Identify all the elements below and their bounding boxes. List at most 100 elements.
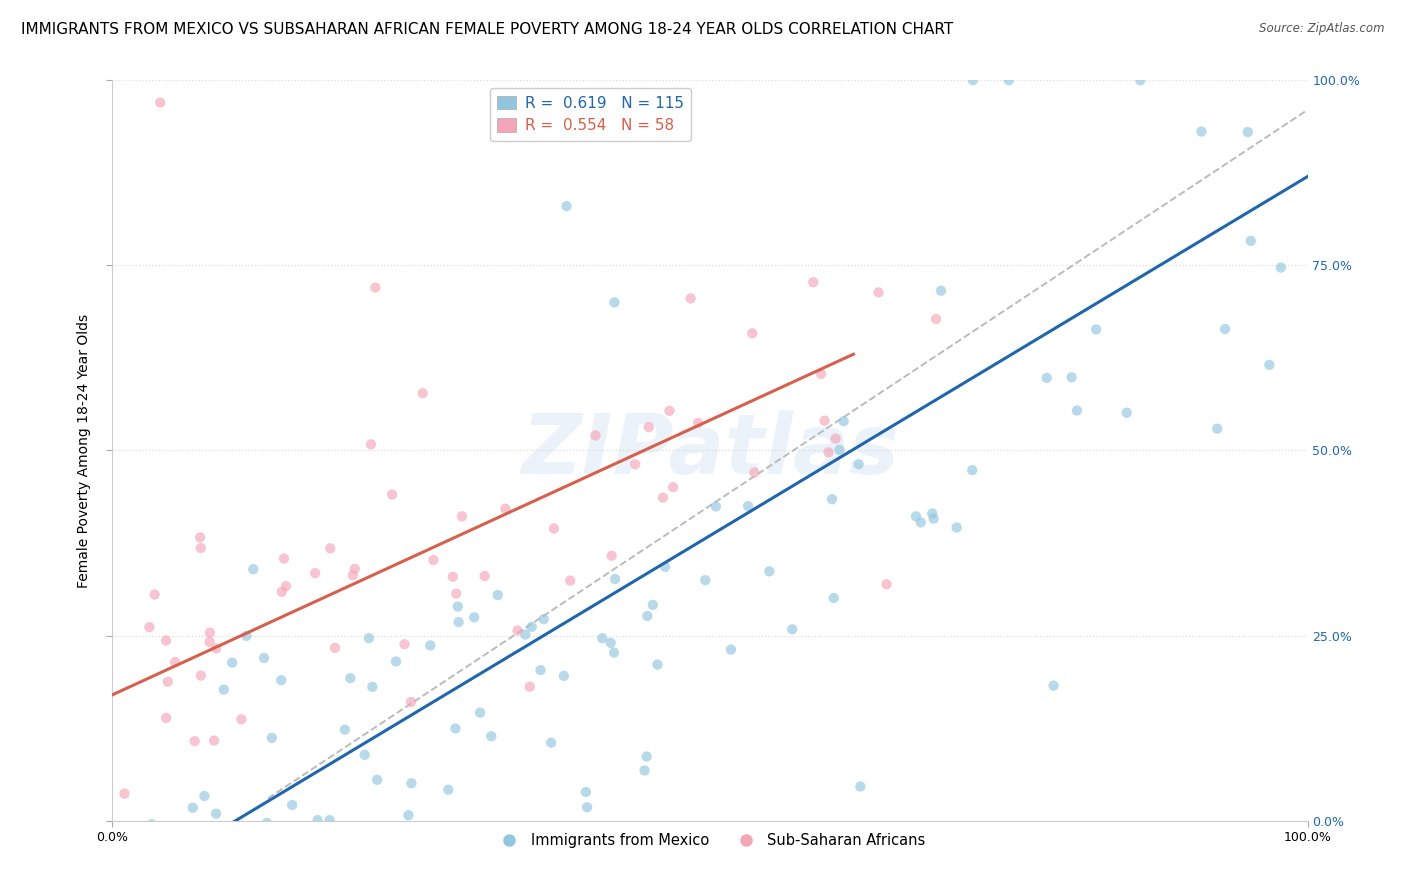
Point (441, 569, 464, 583)
Point (686, 416, 709, 430)
Point (817, 445, 839, 459)
Point (1237, 125, 1260, 139)
Point (591, 632, 613, 646)
Point (1206, 422, 1229, 436)
Point (360, 437, 382, 451)
Point (444, 722, 467, 736)
Point (647, 657, 669, 672)
Point (801, 275, 824, 289)
Point (256, 816, 278, 830)
Point (302, 865, 325, 880)
Point (962, 73, 984, 87)
Point (447, 615, 470, 629)
Point (361, 680, 384, 694)
Point (155, 711, 177, 725)
Text: ZIPatlas: ZIPatlas (522, 410, 898, 491)
Point (479, 729, 502, 743)
Point (149, 95, 172, 110)
Point (575, 785, 598, 799)
Point (468, 706, 491, 720)
Point (813, 414, 835, 428)
Point (339, 671, 361, 685)
Point (624, 458, 647, 472)
Point (1258, 358, 1281, 372)
Point (679, 292, 702, 306)
Point (463, 610, 485, 624)
Point (446, 586, 468, 600)
Point (353, 747, 375, 762)
Point (921, 507, 943, 521)
Point (585, 428, 607, 442)
Point (555, 199, 578, 213)
Point (198, 625, 221, 640)
Point (828, 442, 851, 457)
Point (695, 573, 717, 587)
Point (553, 669, 575, 683)
Point (155, 633, 177, 648)
Point (318, 813, 340, 827)
Point (273, 551, 295, 566)
Point (823, 591, 845, 605)
Point (394, 637, 416, 651)
Point (363, 846, 385, 860)
Point (260, 731, 283, 745)
Point (515, 627, 537, 641)
Point (494, 501, 516, 516)
Point (323, 640, 346, 655)
Point (1085, 322, 1108, 336)
Legend: Immigrants from Mexico, Sub-Saharan Africans: Immigrants from Mexico, Sub-Saharan Afri… (488, 828, 932, 854)
Point (603, 295, 626, 310)
Point (1189, 124, 1212, 138)
Point (307, 813, 329, 827)
Point (741, 326, 763, 341)
Point (398, 808, 420, 822)
Point (737, 499, 759, 513)
Point (520, 620, 543, 634)
Point (519, 680, 541, 694)
Point (1060, 370, 1083, 384)
Point (437, 782, 460, 797)
Point (181, 801, 204, 815)
Point (662, 480, 685, 494)
Point (1129, 73, 1152, 87)
Point (910, 516, 932, 530)
Point (1213, 322, 1236, 336)
Point (242, 562, 264, 576)
Point (1035, 371, 1057, 385)
Point (876, 577, 898, 591)
Point (381, 487, 404, 501)
Point (758, 565, 780, 579)
Point (156, 674, 179, 689)
Point (824, 432, 846, 446)
Point (636, 749, 658, 764)
Point (603, 572, 626, 586)
Point (848, 457, 870, 471)
Point (270, 673, 292, 688)
Point (904, 509, 927, 524)
Point (533, 612, 555, 626)
Point (637, 420, 659, 434)
Point (198, 635, 221, 649)
Point (576, 800, 599, 814)
Point (184, 734, 207, 748)
Point (281, 797, 304, 812)
Point (277, 876, 299, 890)
Point (321, 844, 343, 858)
Point (270, 584, 292, 599)
Point (235, 629, 257, 643)
Point (868, 285, 890, 300)
Point (138, 620, 160, 634)
Point (1042, 679, 1064, 693)
Point (202, 733, 225, 747)
Point (447, 599, 470, 614)
Point (1066, 403, 1088, 417)
Point (197, 866, 219, 880)
Point (385, 655, 408, 669)
Point (474, 569, 496, 583)
Point (319, 541, 342, 556)
Point (205, 641, 228, 656)
Point (998, 73, 1021, 87)
Point (925, 312, 948, 326)
Point (600, 549, 623, 563)
Point (399, 695, 422, 709)
